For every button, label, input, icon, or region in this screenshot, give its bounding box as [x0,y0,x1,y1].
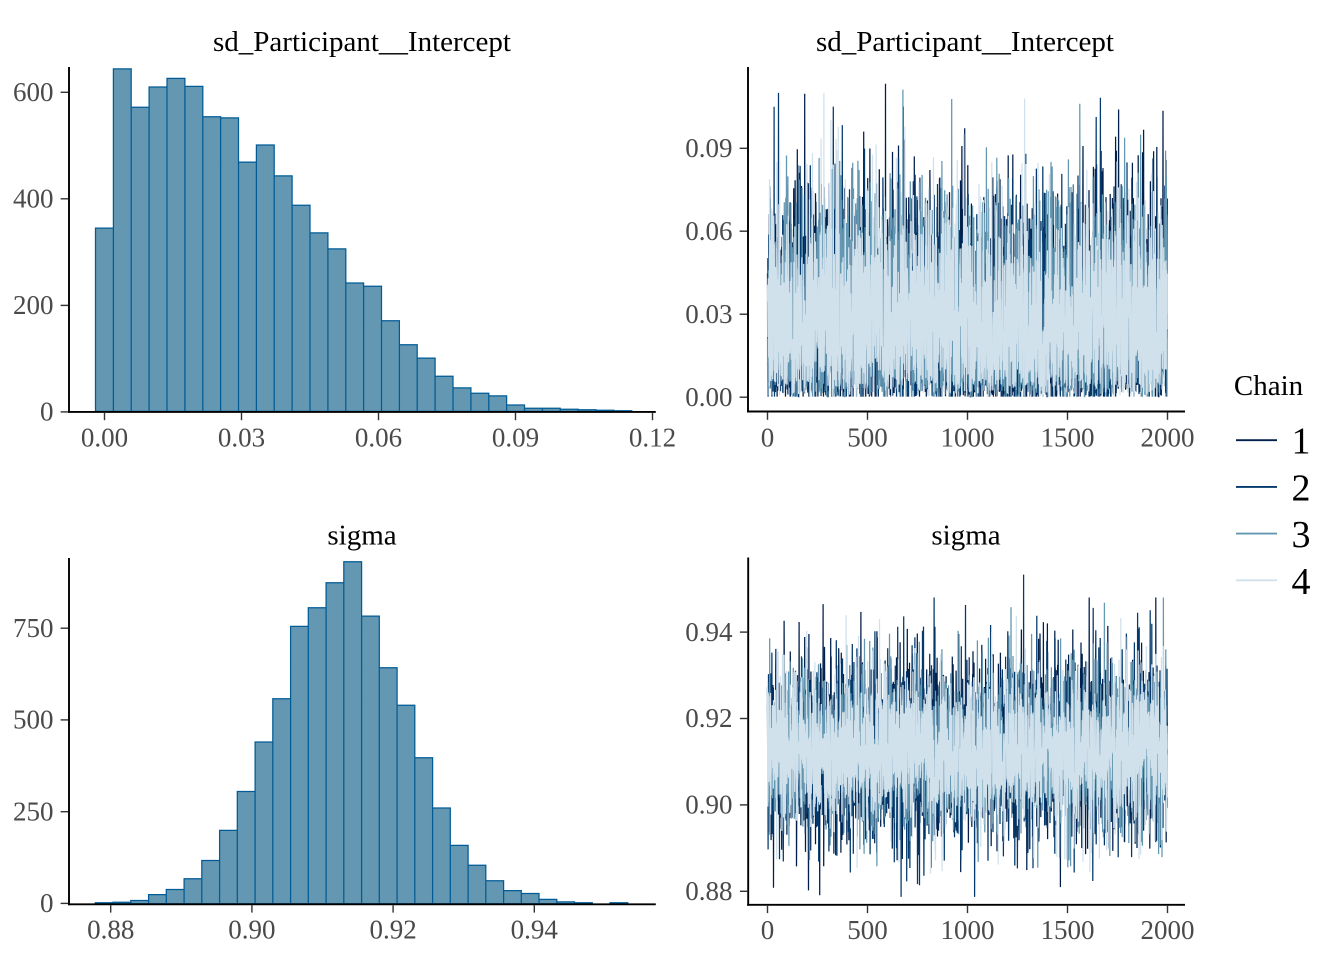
svg-text:0.00: 0.00 [81,422,128,452]
svg-text:sd_Participant__Intercept: sd_Participant__Intercept [213,26,511,58]
svg-text:Chain: Chain [1234,370,1304,402]
svg-text:0: 0 [40,888,54,918]
svg-text:0.94: 0.94 [511,915,559,945]
svg-text:1: 1 [1292,421,1311,463]
svg-text:0: 0 [761,422,775,452]
svg-text:0.06: 0.06 [685,216,732,246]
svg-text:0.12: 0.12 [629,422,676,452]
svg-text:0: 0 [761,915,775,945]
svg-text:0.03: 0.03 [218,422,265,452]
svg-text:500: 500 [13,705,54,735]
svg-text:0.03: 0.03 [685,299,732,329]
svg-text:500: 500 [847,915,888,945]
svg-text:2: 2 [1292,467,1311,509]
svg-text:0.06: 0.06 [355,422,402,452]
svg-text:0.88: 0.88 [685,876,732,906]
svg-text:0.09: 0.09 [685,133,732,163]
svg-text:sd_Participant__Intercept: sd_Participant__Intercept [816,26,1114,58]
svg-text:750: 750 [13,613,54,643]
svg-text:0.92: 0.92 [369,915,416,945]
svg-text:sigma: sigma [327,520,396,552]
svg-text:2000: 2000 [1141,422,1195,452]
svg-text:1500: 1500 [1041,422,1095,452]
svg-text:200: 200 [13,290,54,320]
svg-text:0.88: 0.88 [87,915,134,945]
svg-text:1000: 1000 [941,422,995,452]
svg-text:400: 400 [13,184,54,214]
svg-text:0.00: 0.00 [685,382,732,412]
svg-text:0.09: 0.09 [492,422,539,452]
svg-text:500: 500 [847,422,888,452]
svg-text:1000: 1000 [941,915,995,945]
svg-text:2000: 2000 [1141,915,1195,945]
svg-text:600: 600 [13,77,54,107]
svg-text:0.90: 0.90 [685,790,732,820]
svg-text:250: 250 [13,796,54,826]
svg-text:0: 0 [40,397,54,427]
svg-text:sigma: sigma [931,520,1000,552]
svg-text:0.94: 0.94 [685,617,733,647]
svg-text:3: 3 [1292,514,1311,556]
svg-text:0.90: 0.90 [228,915,275,945]
svg-text:1500: 1500 [1041,915,1095,945]
svg-text:0.92: 0.92 [685,703,732,733]
svg-text:4: 4 [1292,561,1311,603]
